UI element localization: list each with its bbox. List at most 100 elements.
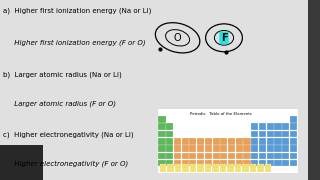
Bar [182,164,189,169]
Bar [290,160,297,166]
Text: a)  Higher first ionization energy (Na or Li): a) Higher first ionization energy (Na or… [3,7,152,14]
Text: Periodic   Table of the Elements: Periodic Table of the Elements [190,112,252,116]
Bar [158,123,165,130]
Bar [251,160,258,166]
Bar [158,138,165,145]
Bar [282,153,289,159]
Bar [308,0,320,180]
Bar [290,123,297,130]
Text: c)  Higher electronegativity (Na or Li): c) Higher electronegativity (Na or Li) [3,131,134,138]
Bar [189,153,196,159]
Bar [205,138,212,145]
Bar [282,138,289,145]
Bar [166,160,173,166]
Bar [160,164,166,169]
Bar [244,160,251,166]
Bar [182,160,189,166]
Bar [290,131,297,137]
Bar [244,138,251,145]
Bar [212,164,219,169]
Bar [235,164,241,169]
Bar [212,153,220,159]
Bar [290,116,297,123]
Bar [259,138,266,145]
Bar [220,145,228,152]
Bar [220,167,226,172]
Bar [166,131,173,137]
Bar [251,153,258,159]
Bar [235,167,241,172]
Bar [236,138,243,145]
Bar [166,138,173,145]
Bar [205,153,212,159]
Bar [160,167,166,172]
Bar [267,131,274,137]
Bar [259,145,266,152]
Bar [267,145,274,152]
Bar [167,167,174,172]
Text: Higher first ionization energy (F or O): Higher first ionization energy (F or O) [3,40,146,46]
Bar [174,138,181,145]
Bar [236,153,243,159]
Bar [220,160,228,166]
Bar [212,160,220,166]
Bar [267,153,274,159]
Bar [197,145,204,152]
Bar [158,153,165,159]
Bar [158,145,165,152]
Bar [228,160,235,166]
Bar [166,153,173,159]
Bar [197,167,204,172]
Bar [257,167,264,172]
Bar [220,153,228,159]
Bar [242,164,249,169]
Text: Larger atomic radius (F or O): Larger atomic radius (F or O) [3,101,116,107]
Bar [242,167,249,172]
Bar [212,167,219,172]
Bar [250,167,256,172]
Bar [189,164,196,169]
Bar [166,123,173,130]
Bar [189,145,196,152]
Bar [274,131,282,137]
Bar [274,153,282,159]
Bar [182,145,189,152]
Bar [182,153,189,159]
Bar [220,138,228,145]
Bar [175,167,181,172]
Bar [204,164,212,169]
Bar [197,138,204,145]
Bar [259,160,266,166]
Bar [189,167,196,172]
Bar [244,153,251,159]
Bar [251,123,258,130]
Bar [205,145,212,152]
Bar [212,138,220,145]
Bar [274,145,282,152]
Bar [257,164,264,169]
Bar [236,145,243,152]
Bar [267,123,274,130]
Bar [274,160,282,166]
Bar [167,164,174,169]
Bar [174,145,181,152]
Bar [265,167,271,172]
Bar [212,145,220,152]
Bar [205,160,212,166]
Bar [282,123,289,130]
Bar [175,164,181,169]
Bar [158,160,165,166]
Bar [282,131,289,137]
Bar [290,145,297,152]
Bar [259,131,266,137]
Bar [228,153,235,159]
Bar [182,138,189,145]
Bar [220,164,226,169]
Bar [174,160,181,166]
Bar [158,109,298,173]
Bar [282,160,289,166]
Bar [189,160,196,166]
Bar [204,167,212,172]
Text: b)  Larger atomic radius (Na or Li): b) Larger atomic radius (Na or Li) [3,72,122,78]
Bar [158,116,165,123]
